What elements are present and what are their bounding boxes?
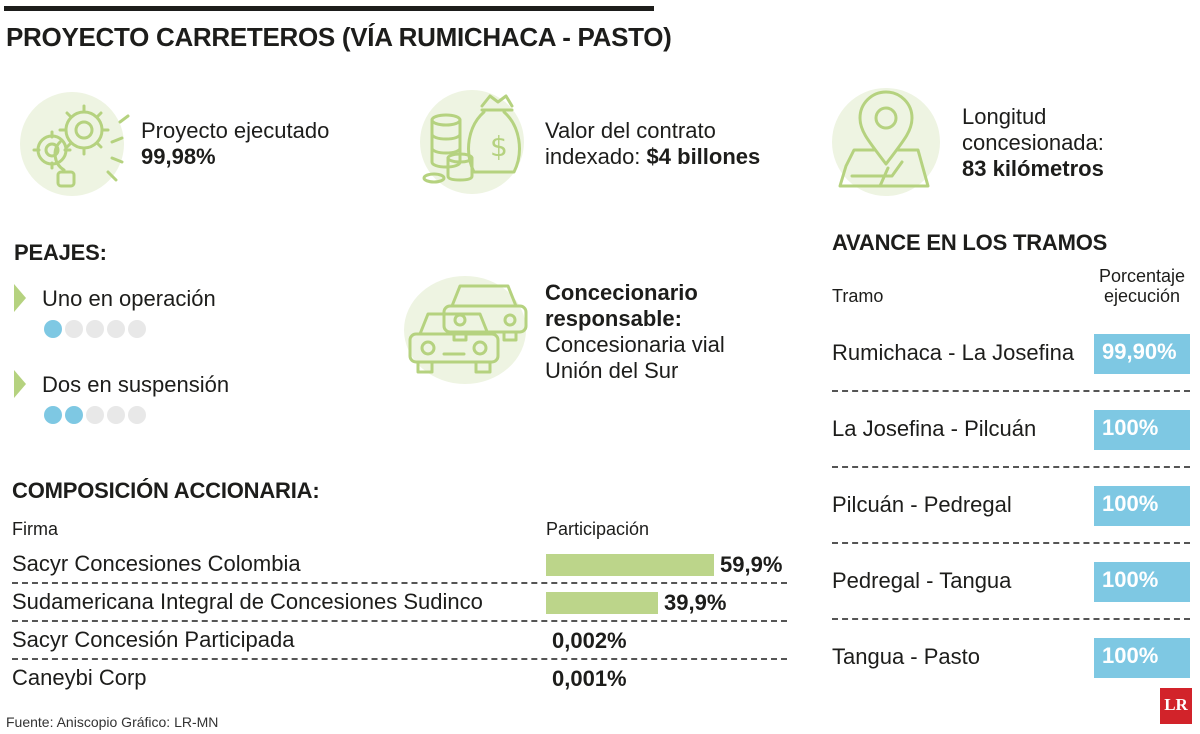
indicator-dot xyxy=(44,406,62,424)
table-row: Caneybi Corp 0,001% xyxy=(12,660,787,698)
participation-value: 59,9% xyxy=(720,552,783,577)
stat-proyecto-value: 99,98% xyxy=(141,144,216,169)
tramo-name: Pilcuán - Pedregal xyxy=(832,492,1012,517)
cars-icon xyxy=(404,276,528,384)
gears-lightbulb-icon xyxy=(20,92,130,196)
stat-proyecto: Proyecto ejecutado 99,98% xyxy=(141,118,329,170)
stat-valor-value: $4 billones xyxy=(646,144,761,169)
row-divider xyxy=(832,390,1190,392)
col-firma-header: Firma xyxy=(12,519,58,539)
participation-value: 0,001% xyxy=(552,666,627,691)
indicator-dot xyxy=(44,320,62,338)
participation-bar xyxy=(546,554,714,576)
page-title: PROYECTO CARRETEROS (VÍA RUMICHACA - PAS… xyxy=(6,22,672,52)
table-row: Sudamericana Integral de Concesiones Sud… xyxy=(12,584,787,622)
concesionario-block: Concecionario responsable: Concesionaria… xyxy=(545,280,725,384)
peajes-title: PEAJES: xyxy=(14,240,107,265)
indicator-dot xyxy=(65,320,83,338)
tramo-value-badge: 100% xyxy=(1094,486,1190,526)
col-porcentaje-line-1: Porcentaje xyxy=(1098,266,1186,286)
stat-proyecto-label: Proyecto ejecutado xyxy=(141,118,330,143)
participation-value: 0,002% xyxy=(552,628,627,653)
stat-longitud-label-2: concesionada: xyxy=(962,130,1104,155)
svg-text:$: $ xyxy=(490,130,508,163)
lr-logo: LR xyxy=(1160,688,1192,724)
firma-name: Sacyr Concesiones Colombia xyxy=(12,551,301,576)
tramo-name: Rumichaca - La Josefina xyxy=(832,340,1075,365)
indicator-dot xyxy=(65,406,83,424)
tramo-name: Tangua - Pasto xyxy=(832,644,980,669)
participation-bar xyxy=(546,592,658,614)
indicator-dot xyxy=(86,406,104,424)
col-participacion-header: Participación xyxy=(546,519,650,539)
table-row: Sacyr Concesión Participada 0,002% xyxy=(12,622,787,660)
triangle-bullet-icon xyxy=(14,284,26,312)
tramo-value-badge: 100% xyxy=(1094,410,1190,450)
row-divider xyxy=(832,466,1190,468)
tramo-value-badge: 100% xyxy=(1094,638,1190,678)
col-porcentaje-header: Porcentaje ejecución xyxy=(1098,266,1186,306)
peaje-label: Uno en operación xyxy=(42,286,216,311)
table-row: Tangua - Pasto 100% xyxy=(832,620,1190,696)
composicion-title: COMPOSICIÓN ACCIONARIA: xyxy=(12,478,320,503)
stat-valor-label-2: indexado: xyxy=(545,144,641,169)
indicator-dot xyxy=(86,320,104,338)
row-divider xyxy=(832,542,1190,544)
peaje-label: Dos en suspensión xyxy=(42,372,230,397)
indicator-dot xyxy=(128,406,146,424)
tramo-name: Pedregal - Tangua xyxy=(832,568,1012,593)
concesionario-heading-1: Concecionario xyxy=(545,280,698,305)
concesionario-name-1: Concesionaria vial xyxy=(545,332,725,357)
col-porcentaje-line-2: ejecución xyxy=(1103,286,1181,306)
peaje-indicator xyxy=(44,406,146,424)
firma-name: Caneybi Corp xyxy=(12,665,147,690)
stat-longitud-value: 83 kilómetros xyxy=(962,156,1104,181)
stat-longitud-label-1: Longitud xyxy=(962,104,1047,129)
stat-valor-label-1: Valor del contrato xyxy=(545,118,716,143)
concesionario-heading-2: responsable: xyxy=(545,306,682,331)
source-credit: Fuente: Aniscopio Gráfico: LR-MN xyxy=(6,714,219,730)
tramos-title: AVANCE EN LOS TRAMOS xyxy=(832,230,1108,255)
concesionario-name-2: Unión del Sur xyxy=(545,358,679,383)
table-row: Pedregal - Tangua 100% xyxy=(832,544,1190,620)
peaje-indicator xyxy=(44,320,146,338)
triangle-bullet-icon xyxy=(14,370,26,398)
tramo-value-badge: 100% xyxy=(1094,562,1190,602)
table-row: Pilcuán - Pedregal 100% xyxy=(832,468,1190,544)
indicator-dot xyxy=(107,406,125,424)
table-row: La Josefina - Pilcuán 100% xyxy=(832,392,1190,468)
table-row: Sacyr Concesiones Colombia 59,9% xyxy=(12,546,787,584)
stat-longitud: Longitud concesionada: 83 kilómetros xyxy=(962,104,1104,182)
tramo-name: La Josefina - Pilcuán xyxy=(832,416,1037,441)
table-row: Rumichaca - La Josefina 99,90% xyxy=(832,316,1190,392)
indicator-dot xyxy=(107,320,125,338)
money-bag-coins-icon: $ xyxy=(420,90,524,194)
tramo-value-badge: 99,90% xyxy=(1094,334,1190,374)
firma-name: Sacyr Concesión Participada xyxy=(12,627,295,652)
participation-value: 39,9% xyxy=(664,590,727,615)
row-divider xyxy=(832,618,1190,620)
indicator-dot xyxy=(128,320,146,338)
top-rule xyxy=(4,6,654,11)
col-tramo-header: Tramo xyxy=(832,286,884,306)
map-pin-icon xyxy=(832,88,940,196)
firma-name: Sudamericana Integral de Concesiones Sud… xyxy=(12,589,483,614)
stat-valor: Valor del contrato indexado: $4 billones xyxy=(545,118,760,170)
